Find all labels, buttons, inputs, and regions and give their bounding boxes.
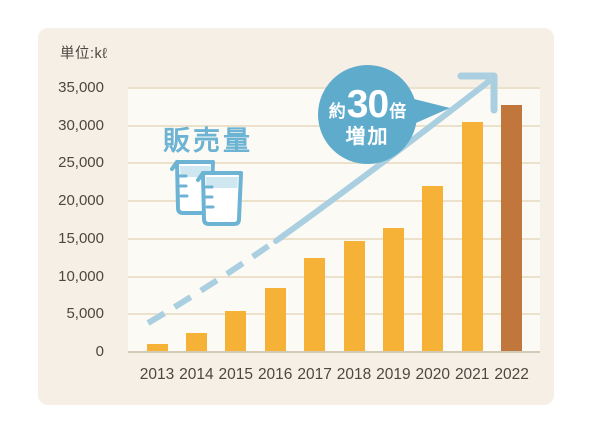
y-tick-label: 0 <box>95 343 104 360</box>
gridline <box>128 275 540 278</box>
x-tick-label: 2016 <box>257 366 293 383</box>
annotation-line1: 約 30 倍 <box>329 85 406 124</box>
y-tick-label: 10,000 <box>58 267 104 285</box>
x-tick-label: 2013 <box>139 366 175 383</box>
y-axis-labels: 0 5,000 10,000 15,000 20,000 25,000 30,000 35,0… <box>36 79 116 360</box>
y-tick-label: 5,000 <box>66 305 104 323</box>
bar-2017 <box>304 257 326 352</box>
unit-label: 単位:kℓ <box>60 46 108 62</box>
x-tick-label: 2015 <box>218 366 254 383</box>
x-axis-labels: 2013 2014 2015 2016 2017 2018 2019 2020 2021 2022 <box>128 366 540 390</box>
bar-2015 <box>225 310 247 352</box>
bar-2021 <box>461 121 483 352</box>
measuring-cups-icon <box>170 160 243 226</box>
gridline <box>128 313 540 316</box>
y-tick-label: 30,000 <box>58 116 104 134</box>
x-tick-label: 2021 <box>454 366 490 383</box>
bar-2022 <box>501 105 523 352</box>
series-label: 販売量 <box>163 126 253 156</box>
annotation-prefix: 約 <box>328 101 346 121</box>
x-tick-label: 2022 <box>494 366 529 383</box>
bar-2020 <box>422 186 444 352</box>
annotation-bubble: 約 30 倍 増加 <box>318 65 417 164</box>
bar-2019 <box>382 228 404 352</box>
x-tick-label: 2014 <box>179 366 214 383</box>
x-tick-label: 2020 <box>415 366 451 383</box>
y-tick-label: 25,000 <box>58 154 104 172</box>
x-tick-label: 2018 <box>336 366 372 383</box>
x-tick-label: 2017 <box>297 366 332 383</box>
bar-2014 <box>185 333 207 352</box>
annotation-number: 30 <box>346 82 389 126</box>
y-tick-label: 20,000 <box>58 192 104 210</box>
y-tick-label: 15,000 <box>58 229 104 247</box>
y-tick-label: 35,000 <box>58 79 104 96</box>
front-cup-icon <box>196 171 243 226</box>
bar-2018 <box>343 241 365 352</box>
bar-2013 <box>146 343 168 352</box>
x-tick-label: 2019 <box>376 366 411 383</box>
x-axis-baseline <box>128 351 540 353</box>
annotation-suffix: 倍 <box>389 101 407 121</box>
bar-2016 <box>264 287 286 352</box>
annotation-line2: 増加 <box>345 125 390 148</box>
